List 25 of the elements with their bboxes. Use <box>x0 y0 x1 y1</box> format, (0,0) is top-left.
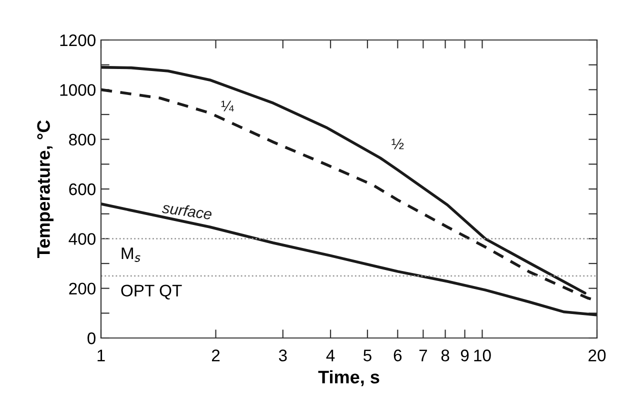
x-tick-label: 9 <box>460 350 469 362</box>
y-tick-label: 800 <box>69 134 96 146</box>
ref-line-label: M$_{s}$ <box>122 248 140 262</box>
x-axis-title: Time, s <box>318 370 380 386</box>
x-tick-label: 10 <box>474 350 491 362</box>
series-label: ½ <box>392 138 404 150</box>
y-tick-label: 1000 <box>60 84 96 96</box>
y-tick-label: 200 <box>69 282 96 295</box>
x-tick-label: 3 <box>278 350 287 362</box>
x-tick-label: 4 <box>326 350 335 362</box>
y-tick-label: 600 <box>69 183 96 196</box>
ref-line-label: OPT QT <box>121 284 182 300</box>
x-tick-label: 6 <box>394 350 402 362</box>
y-tick-label: 400 <box>68 233 96 245</box>
text: surface <box>162 202 212 220</box>
x-tick-label: 1 <box>98 350 105 362</box>
x-tick-label: 20 <box>588 350 606 362</box>
x-tick-label: 7 <box>419 350 427 362</box>
x-tick-label: 2 <box>212 350 220 362</box>
x-tick-label: 5 <box>364 350 372 362</box>
y-tick-label: 1200 <box>60 34 96 46</box>
series-label: ¼ <box>221 100 234 112</box>
x-tick-label: 8 <box>441 350 450 362</box>
y-tick-label: 0 <box>88 332 96 344</box>
y-axis-title: Temperature, °C <box>37 120 54 258</box>
